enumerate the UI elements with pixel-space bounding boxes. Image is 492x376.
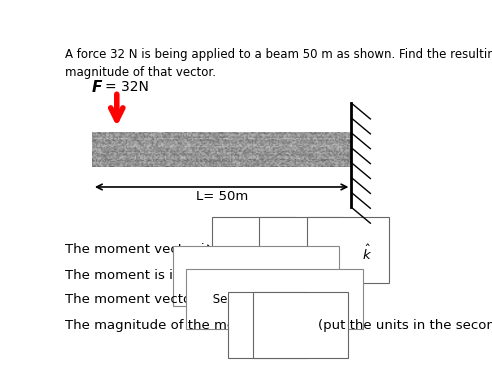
Text: The moment is in the: The moment is in the (65, 270, 212, 282)
Text: The moment vector is: The moment vector is (65, 243, 216, 256)
Text: = 32N: = 32N (105, 80, 149, 94)
Text: direction.: direction. (282, 270, 349, 282)
Text: A force 32 N is being applied to a beam 50 m as shown. Find the resulting moment: A force 32 N is being applied to a beam … (65, 48, 492, 79)
Text: .: . (304, 293, 308, 306)
Text: $\hat{\jmath}$+: $\hat{\jmath}$+ (315, 243, 332, 262)
Text: $=$: $=$ (227, 243, 242, 256)
Text: $\hat{k}$: $\hat{k}$ (362, 243, 372, 262)
Text: (put the units in the second box).: (put the units in the second box). (318, 319, 492, 332)
Text: $\hat{\imath}$+: $\hat{\imath}$+ (269, 243, 284, 259)
Text: Select an answer     ▾: Select an answer ▾ (210, 293, 339, 306)
Text: The magnitude of the moment is: The magnitude of the moment is (65, 319, 289, 332)
Text: L= 50m: L= 50m (195, 190, 248, 203)
Text: F: F (92, 80, 102, 95)
Text: Select an answer  ▾: Select an answer ▾ (197, 270, 315, 282)
Text: $\overrightarrow{M}_B$: $\overrightarrow{M}_B$ (197, 243, 218, 270)
Text: The moment vector goes: The moment vector goes (65, 293, 237, 306)
